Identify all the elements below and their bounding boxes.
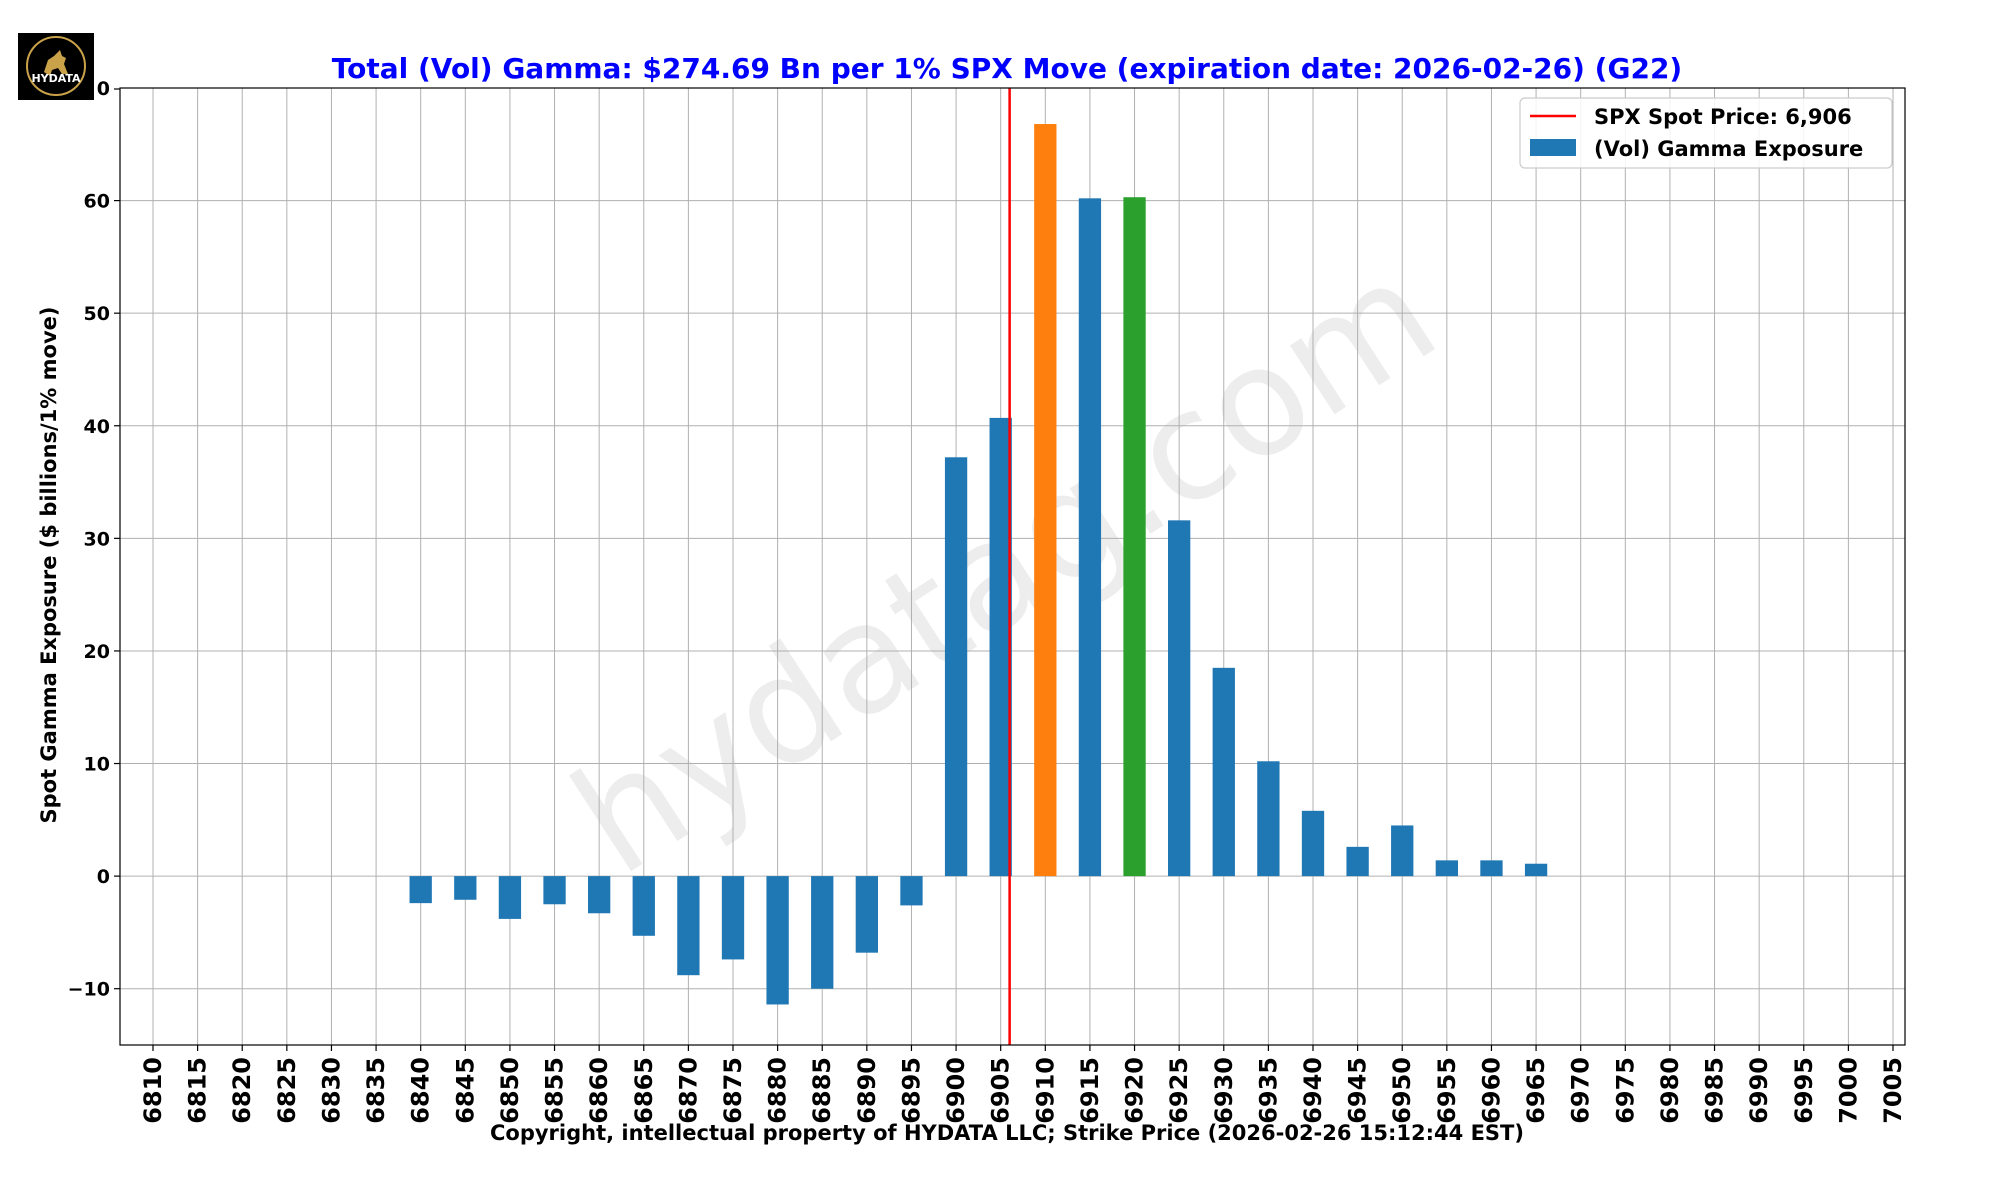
bar-6845 <box>454 876 477 900</box>
x-tick-label: 6880 <box>764 1057 792 1124</box>
bar-6920 <box>1123 197 1146 877</box>
x-tick-label: 6835 <box>362 1057 390 1124</box>
bar-6935 <box>1257 761 1280 877</box>
bar-6915 <box>1078 198 1102 877</box>
bar-6860 <box>588 876 611 914</box>
chart-title: Total (Vol) Gamma: $274.69 Bn per 1% SPX… <box>332 52 1682 85</box>
x-tick-label: 6900 <box>942 1057 970 1124</box>
y-tick-label: 30 <box>84 528 110 550</box>
plot-frame <box>119 87 1906 1046</box>
y-tick-label: 40 <box>84 416 110 438</box>
bar-6840 <box>409 876 432 904</box>
x-tick-label: 6850 <box>496 1057 524 1124</box>
x-axis-ticks: 6810 6815 6820 6825 6830 6835 6840 6845 6850 6855… <box>139 1045 1907 1124</box>
bar-6950 <box>1391 825 1414 877</box>
x-axis-label: Copyright, intellectual property of HYDA… <box>490 1121 1524 1145</box>
x-tick-label: 6885 <box>808 1057 836 1124</box>
x-tick-label: 6930 <box>1210 1057 1238 1124</box>
x-tick-label: 6975 <box>1611 1057 1639 1124</box>
y-tick-label: 0 <box>97 78 110 100</box>
bar-6850 <box>498 876 522 919</box>
x-tick-label: 6870 <box>674 1057 702 1124</box>
y-tick-label: 60 <box>84 191 110 213</box>
bar-6925 <box>1168 520 1191 877</box>
x-tick-label: 6915 <box>1076 1057 1104 1124</box>
y-tick-label: 0 <box>97 866 110 888</box>
bars <box>409 124 1548 1005</box>
x-tick-label: 6905 <box>987 1057 1015 1124</box>
bar-6940 <box>1301 810 1325 877</box>
y-tick-label: −10 <box>68 979 110 1001</box>
logo-text: HYDATA <box>31 72 81 85</box>
bar-6865 <box>632 876 655 936</box>
legend-series-label: (Vol) Gamma Exposure <box>1594 137 1863 161</box>
bar-6875 <box>721 876 745 960</box>
y-tick-label: 10 <box>84 754 110 776</box>
x-tick-label: 6945 <box>1344 1057 1372 1124</box>
legend-spot-label: SPX Spot Price: 6,906 <box>1594 105 1852 129</box>
bar-6960 <box>1480 860 1503 877</box>
bar-6945 <box>1346 846 1369 877</box>
x-tick-label: 6910 <box>1031 1057 1059 1124</box>
bar-6965 <box>1524 863 1548 877</box>
x-tick-label: 6925 <box>1165 1057 1193 1124</box>
x-tick-label: 6810 <box>139 1057 167 1124</box>
bar-6890 <box>855 876 878 953</box>
x-tick-label: 6970 <box>1567 1057 1595 1124</box>
x-tick-label: 7000 <box>1834 1057 1862 1124</box>
x-tick-label: 6985 <box>1701 1057 1729 1124</box>
bar-6905 <box>989 417 1012 877</box>
x-tick-label: 6965 <box>1522 1057 1550 1124</box>
x-tick-label: 6855 <box>541 1057 569 1124</box>
logo-bull-icon <box>44 50 68 76</box>
x-tick-label: 6955 <box>1433 1057 1461 1124</box>
x-tick-label: 6840 <box>407 1057 435 1124</box>
hydata-logo: HYDATA <box>18 33 94 100</box>
x-tick-label: 6825 <box>273 1057 301 1124</box>
legend-bar-swatch <box>1530 139 1576 156</box>
bar-6930 <box>1212 667 1235 877</box>
x-tick-label: 6990 <box>1745 1057 1773 1124</box>
y-axis-ticks: −10 0 10 20 30 40 50 60 0 <box>68 78 120 1001</box>
bar-6870 <box>677 876 700 976</box>
x-tick-label: 6820 <box>228 1057 256 1124</box>
bar-6880 <box>766 876 789 1005</box>
x-tick-label: 6995 <box>1790 1057 1818 1124</box>
legend: SPX Spot Price: 6,906 (Vol) Gamma Exposu… <box>1519 97 1893 169</box>
x-tick-label: 6920 <box>1121 1057 1149 1124</box>
x-tick-label: 6815 <box>184 1057 212 1124</box>
bar-6955 <box>1435 860 1458 877</box>
x-tick-label: 6895 <box>897 1057 925 1124</box>
legend-box <box>1519 97 1893 169</box>
x-tick-label: 6865 <box>630 1057 658 1124</box>
bar-6900 <box>944 457 968 877</box>
x-tick-label: 6940 <box>1299 1057 1327 1124</box>
bar-6895 <box>900 876 923 906</box>
y-tick-label: 20 <box>84 641 110 663</box>
x-tick-label: 6935 <box>1254 1057 1282 1124</box>
x-tick-label: 7005 <box>1879 1057 1907 1124</box>
x-tick-label: 6980 <box>1656 1057 1684 1124</box>
bar-6855 <box>543 876 566 905</box>
x-tick-label: 6860 <box>585 1057 613 1124</box>
x-tick-label: 6890 <box>853 1057 881 1124</box>
x-tick-label: 6875 <box>719 1057 747 1124</box>
x-tick-label: 6830 <box>317 1057 345 1124</box>
x-tick-label: 6845 <box>451 1057 479 1124</box>
y-tick-label: 50 <box>84 303 110 325</box>
bar-6910 <box>1034 124 1057 877</box>
logo-ring <box>26 36 86 96</box>
bar-6885 <box>811 876 834 989</box>
y-axis-label: Spot Gamma Exposure ($ billions/1% move) <box>37 307 61 824</box>
x-tick-label: 6950 <box>1388 1057 1416 1124</box>
x-tick-label: 6960 <box>1477 1057 1505 1124</box>
